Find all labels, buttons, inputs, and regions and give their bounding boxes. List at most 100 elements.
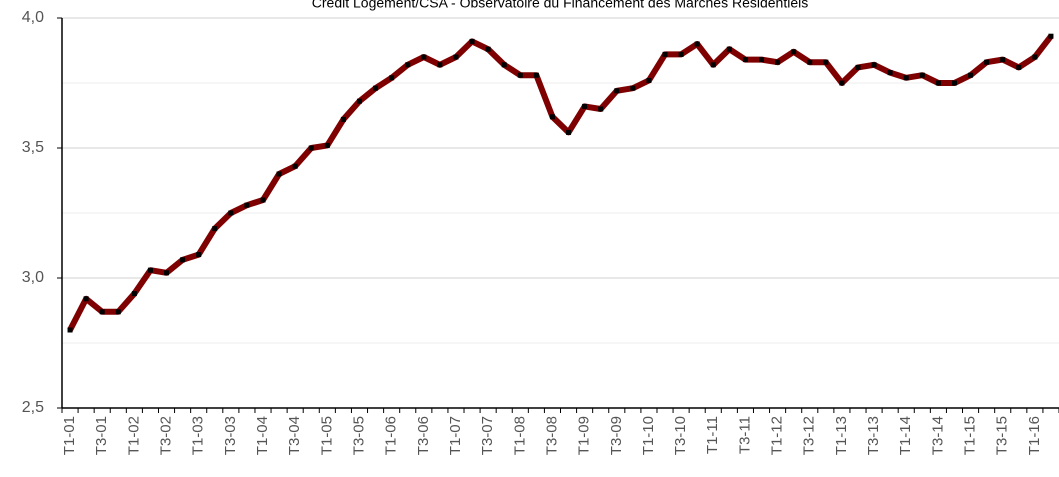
data-marker xyxy=(1032,54,1038,60)
x-tick-label: T1-08 xyxy=(511,416,528,455)
data-marker xyxy=(759,57,765,63)
data-marker xyxy=(389,75,395,81)
data-marker xyxy=(791,49,797,55)
data-marker xyxy=(517,72,523,78)
data-marker xyxy=(356,98,362,104)
x-tick-label: T3-08 xyxy=(543,416,560,455)
data-line xyxy=(67,34,1054,332)
data-marker xyxy=(405,62,411,68)
x-tick-label: T1-12 xyxy=(769,416,786,455)
x-tick-label: T3-06 xyxy=(415,416,432,455)
data-marker xyxy=(437,62,443,68)
data-marker xyxy=(147,267,153,273)
x-tick-label: T1-10 xyxy=(640,416,657,455)
data-marker xyxy=(951,80,957,86)
data-marker xyxy=(276,171,282,177)
x-tick-label: T3-04 xyxy=(286,416,303,455)
data-marker xyxy=(115,309,121,315)
x-tick-label: T1-04 xyxy=(254,416,271,455)
data-marker xyxy=(485,46,491,52)
data-marker xyxy=(228,210,234,216)
data-marker xyxy=(646,77,652,83)
x-tick-label: T3-11 xyxy=(736,416,753,454)
data-marker xyxy=(1048,33,1054,39)
x-tick-label: T3-02 xyxy=(157,416,174,455)
data-marker xyxy=(903,75,909,81)
data-marker xyxy=(871,62,877,68)
data-marker xyxy=(566,129,572,135)
data-marker xyxy=(968,72,974,78)
x-tick-label: T1-05 xyxy=(318,416,335,455)
x-tick-label: T1-16 xyxy=(1026,416,1043,455)
data-marker xyxy=(855,64,861,70)
data-marker xyxy=(775,59,781,65)
x-tick-label: T3-01 xyxy=(93,416,110,455)
data-marker xyxy=(598,106,604,112)
data-marker xyxy=(742,57,748,63)
x-tick-label: T1-09 xyxy=(576,416,593,455)
x-tick-label: T1-14 xyxy=(897,416,914,455)
data-marker xyxy=(694,41,700,47)
x-tick-label: T3-05 xyxy=(350,416,367,455)
x-tick-label: T1-07 xyxy=(447,416,464,455)
data-marker xyxy=(935,80,941,86)
data-marker xyxy=(308,145,314,151)
data-marker xyxy=(919,72,925,78)
data-marker xyxy=(67,327,73,333)
x-tick-label: T1-01 xyxy=(61,416,78,455)
x-tick-label: T1-06 xyxy=(383,416,400,455)
x-tick-label: T1-02 xyxy=(125,416,142,455)
x-tick-label: T3-09 xyxy=(608,416,625,455)
data-marker xyxy=(373,85,379,91)
data-marker xyxy=(678,51,684,57)
x-tick-label: T3-03 xyxy=(222,416,239,455)
data-marker xyxy=(1016,64,1022,70)
x-tick-label: T1-15 xyxy=(962,416,979,455)
x-tick-label: T3-13 xyxy=(865,416,882,455)
data-marker xyxy=(726,46,732,52)
data-marker xyxy=(501,62,507,68)
data-marker xyxy=(99,309,105,315)
data-marker xyxy=(984,59,990,65)
x-tick-label: T3-10 xyxy=(672,416,689,455)
data-marker xyxy=(244,202,250,208)
data-marker xyxy=(549,114,555,120)
data-marker xyxy=(839,80,845,86)
chart-title: Crédit Logement/CSA - Observatoire du Fi… xyxy=(312,0,808,11)
data-marker xyxy=(212,226,218,232)
data-marker xyxy=(662,51,668,57)
x-tick-label: T3-12 xyxy=(801,416,818,455)
data-marker xyxy=(260,197,266,203)
data-marker xyxy=(823,59,829,65)
data-marker xyxy=(180,257,186,263)
data-marker xyxy=(421,54,427,60)
data-marker xyxy=(614,88,620,94)
x-tick-label: T3-07 xyxy=(479,416,496,455)
data-marker xyxy=(292,163,298,169)
data-marker xyxy=(887,70,893,76)
x-tick-label: T3-14 xyxy=(929,416,946,455)
data-marker xyxy=(453,54,459,60)
data-marker xyxy=(131,291,137,297)
y-tick-label: 4,0 xyxy=(22,9,44,26)
data-marker xyxy=(164,270,170,276)
x-tick-label: T3-15 xyxy=(994,416,1011,455)
data-marker xyxy=(807,59,813,65)
y-tick-label: 2,5 xyxy=(22,399,44,416)
y-tick-label: 3,0 xyxy=(22,269,44,286)
data-marker xyxy=(1000,57,1006,63)
data-marker xyxy=(710,62,716,68)
x-tick-label: T1-13 xyxy=(833,416,850,455)
data-marker xyxy=(630,85,636,91)
x-tick-label: T1-03 xyxy=(190,416,207,455)
y-tick-label: 3,5 xyxy=(22,139,44,156)
data-marker xyxy=(196,252,202,258)
data-marker xyxy=(340,116,346,122)
data-marker xyxy=(582,103,588,109)
data-marker xyxy=(533,72,539,78)
data-marker xyxy=(324,142,330,148)
data-marker xyxy=(469,38,475,44)
data-marker xyxy=(83,296,89,302)
x-tick-label: T1-11 xyxy=(704,416,721,454)
